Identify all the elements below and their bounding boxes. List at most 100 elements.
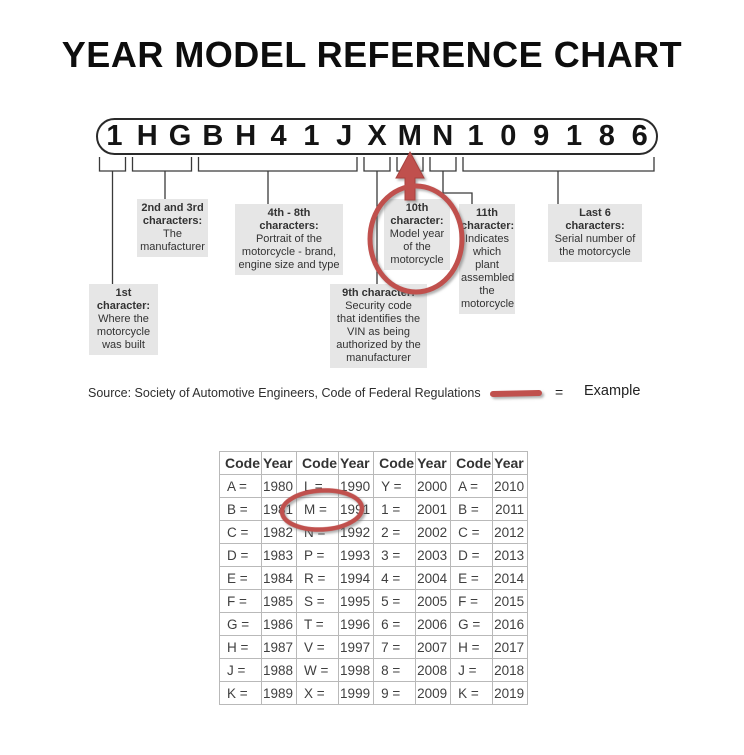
code-cell: F = xyxy=(219,589,262,613)
year-cell: 1981 xyxy=(260,497,298,521)
table-header-cell: Code xyxy=(373,451,417,475)
code-cell: 9 = xyxy=(373,681,417,705)
callout-10th-character: 10th character: Model year of the motorc… xyxy=(384,199,450,270)
year-cell: 2015 xyxy=(492,589,529,613)
year-cell: 2013 xyxy=(492,543,529,567)
code-cell: 2 = xyxy=(373,520,417,544)
year-cell: 2018 xyxy=(492,658,529,682)
year-cell: 1982 xyxy=(260,520,298,544)
callout-header: Last 6 characters: xyxy=(565,207,625,232)
legend-example-label: Example xyxy=(584,383,641,399)
code-cell: 4 = xyxy=(373,566,417,590)
vin-character: H xyxy=(235,120,257,152)
year-cell: 1980 xyxy=(260,474,298,498)
code-cell: G = xyxy=(219,612,262,636)
table-header-cell: Code xyxy=(296,451,340,475)
code-cell: W = xyxy=(296,658,340,682)
callout-header: 10th character: xyxy=(390,202,444,227)
callout-body: Model year of the motorcycle xyxy=(389,228,445,266)
callout-4th-8th-characters: 4th - 8th characters: Portrait of the mo… xyxy=(235,204,343,275)
code-cell: E = xyxy=(450,566,494,590)
callout-header: 4th - 8th characters: xyxy=(259,207,319,232)
table-header-cell: Code xyxy=(450,451,494,475)
vin-character: 9 xyxy=(533,120,550,152)
callout-header: 9th character: xyxy=(342,287,415,299)
code-cell: P = xyxy=(296,543,340,567)
year-cell: 2014 xyxy=(492,566,529,590)
callout-body: Security code that identifies the VIN as… xyxy=(336,300,421,364)
vin-character: 1 xyxy=(565,120,583,152)
table-row: J = 1988 W = 1998 8 = 2008 J = 2018 xyxy=(219,658,529,682)
year-code-table: Code Year Code Year Code Year Code Year A = 1980… xyxy=(219,451,529,705)
vin-character: M xyxy=(397,120,422,152)
year-cell: 1996 xyxy=(338,612,375,636)
vin-character: 0 xyxy=(500,120,517,152)
year-cell: 2010 xyxy=(492,474,529,498)
year-cell: 1990 xyxy=(338,474,375,498)
code-cell: E = xyxy=(219,566,262,590)
table-row: D = 1983 P = 1993 3 = 2003 D = 2013 xyxy=(219,543,529,567)
year-cell: 2001 xyxy=(415,497,452,521)
code-cell: A = xyxy=(450,474,494,498)
callout-body: Indicates which plant assembled the moto… xyxy=(461,233,515,310)
table-row: H = 1987 V = 1997 7 = 2007 H = 2017 xyxy=(219,635,529,659)
callout-body: Portrait of the motorcycle - brand, engi… xyxy=(238,233,340,271)
legend-equals-sign: = xyxy=(555,384,564,400)
year-cell: 1994 xyxy=(338,566,375,590)
table-header-cell: Year xyxy=(260,451,298,475)
code-cell: S = xyxy=(296,589,340,613)
year-cell: 2016 xyxy=(492,612,529,636)
example-line-icon xyxy=(490,390,542,397)
code-cell: H = xyxy=(450,635,494,659)
code-cell: A = xyxy=(219,474,262,498)
page-title: YEAR MODEL REFERENCE CHART xyxy=(61,34,683,75)
code-cell: 5 = xyxy=(373,589,417,613)
year-cell: 2007 xyxy=(415,635,452,659)
callout-1st-character: 1st character: Where the motorcycle was … xyxy=(89,284,158,355)
vin-character: 4 xyxy=(270,120,287,152)
year-code-table-body: A = 1980 L = 1990 Y = 2000 A = 2010 B = 1981 M = 19… xyxy=(219,474,529,705)
year-cell: 2019 xyxy=(492,681,529,705)
code-cell: V = xyxy=(296,635,340,659)
code-cell: H = xyxy=(219,635,262,659)
table-header-cell: Year xyxy=(338,451,375,475)
code-cell: J = xyxy=(219,658,262,682)
year-cell: 2012 xyxy=(492,520,529,544)
table-row: K = 1989 X = 1999 9 = 2009 K = 2019 xyxy=(219,681,529,705)
year-cell: 2000 xyxy=(415,474,452,498)
code-cell: 1 = xyxy=(373,497,417,521)
callout-2nd-3rd-characters: 2nd and 3rd characters: The manufacturer xyxy=(137,199,208,257)
code-cell: 7 = xyxy=(373,635,417,659)
callout-9th-character: 9th character: Security code that identi… xyxy=(330,284,427,368)
year-cell: 2017 xyxy=(492,635,529,659)
code-cell: R = xyxy=(296,566,340,590)
callout-body: Where the motorcycle was built xyxy=(96,313,151,351)
table-row: E = 1984 R = 1994 4 = 2004 E = 2014 xyxy=(219,566,529,590)
year-code-table-head: Code Year Code Year Code Year Code Year xyxy=(219,451,529,475)
vin-character: 8 xyxy=(598,120,615,152)
year-cell: 1985 xyxy=(260,589,298,613)
table-header-cell: Year xyxy=(492,451,529,475)
code-cell: F = xyxy=(450,589,494,613)
year-cell: 1991 xyxy=(338,497,375,521)
year-cell: 2003 xyxy=(415,543,452,567)
table-header-cell: Year xyxy=(415,451,452,475)
table-row: A = 1980 L = 1990 Y = 2000 A = 2010 xyxy=(219,474,529,498)
code-cell: 6 = xyxy=(373,612,417,636)
code-cell: K = xyxy=(219,681,262,705)
year-cell: 2011 xyxy=(492,497,529,521)
callout-11th-character: 11th character: Indicates which plant as… xyxy=(459,204,515,314)
vin-character: B xyxy=(202,120,224,152)
code-cell: C = xyxy=(219,520,262,544)
red-arrow-annotation xyxy=(395,150,425,201)
vin-character: X xyxy=(367,120,387,152)
year-cell: 1986 xyxy=(260,612,298,636)
table-row: B = 1981 M = 1991 1 = 2001 B = 2011 xyxy=(219,497,529,521)
callout-last-6-characters: Last 6 characters: Serial number of the … xyxy=(548,204,642,262)
vin-character: G xyxy=(168,120,192,152)
code-cell: 8 = xyxy=(373,658,417,682)
year-cell: 1993 xyxy=(338,543,375,567)
year-cell: 2002 xyxy=(415,520,452,544)
